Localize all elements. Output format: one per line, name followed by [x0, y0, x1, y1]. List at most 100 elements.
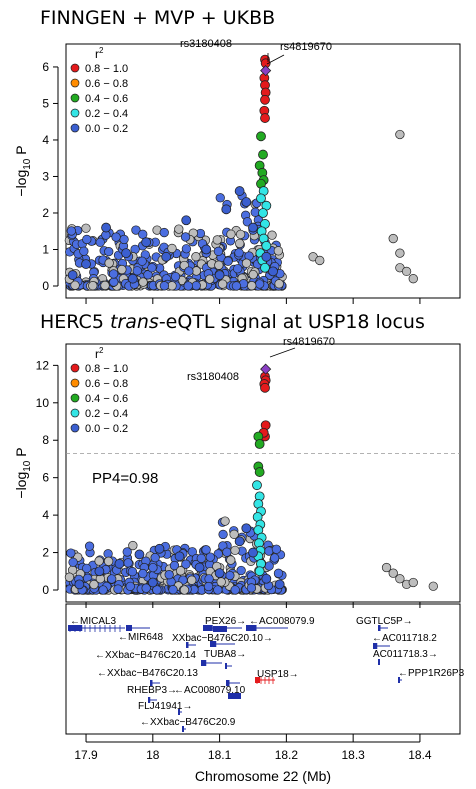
panel1-point-cloud	[64, 129, 418, 291]
gene-exon	[150, 680, 153, 686]
background-point	[70, 280, 80, 290]
background-point	[100, 280, 110, 291]
gene-exon	[246, 625, 257, 631]
background-point	[159, 227, 169, 238]
legend-title-text: r	[95, 347, 99, 361]
background-point	[315, 255, 325, 266]
data-point	[274, 579, 285, 590]
background-point	[68, 557, 78, 567]
background-point	[226, 229, 236, 239]
legend-swatch	[70, 423, 80, 433]
gene-exon	[373, 643, 378, 649]
background-point	[98, 585, 108, 595]
legend-title-sup: 2	[99, 346, 104, 355]
background-point	[79, 246, 89, 256]
legend-swatch	[70, 78, 80, 88]
background-point	[229, 529, 239, 539]
data-point	[214, 568, 225, 579]
gene-label: PEX26→	[205, 616, 246, 627]
x-tick-label: 18	[146, 748, 160, 762]
panel1-index-snp-label: rs4819670	[280, 41, 332, 53]
data-point	[161, 251, 172, 262]
background-point	[201, 545, 211, 555]
data-point	[258, 149, 268, 160]
x-axis-label: Chromosome 22 (Mb)	[195, 768, 331, 784]
data-point	[256, 193, 266, 204]
data-point	[181, 215, 192, 226]
background-point	[181, 244, 192, 254]
y-tick-label: 10	[36, 396, 50, 410]
gene-exon	[213, 626, 227, 632]
data-point	[127, 273, 138, 284]
y-tick-label: 2	[42, 546, 49, 560]
data-point	[261, 573, 272, 584]
panel2-frame	[65, 343, 461, 603]
panel1-y-axis: 0 1 2 3 4 5 6	[42, 60, 59, 293]
background-point	[66, 226, 77, 236]
panel2-lead-snp-label: rs3180408	[187, 371, 239, 383]
gene-label: ←XXbac−B476C20.14	[95, 650, 196, 661]
background-point	[204, 574, 214, 584]
background-point	[205, 274, 215, 284]
x-tick-label: 18.2	[275, 748, 299, 762]
background-point	[213, 246, 224, 256]
background-point	[147, 263, 157, 273]
background-point	[169, 560, 180, 571]
background-point	[127, 567, 138, 577]
index-snp-point	[260, 363, 272, 375]
background-point	[89, 579, 99, 590]
background-point	[232, 264, 243, 274]
gene-label: RHEBP3→	[127, 685, 177, 696]
data-point	[260, 113, 270, 123]
data-point	[254, 467, 265, 477]
panel2-title-italic: trans	[109, 311, 159, 333]
background-point	[247, 281, 257, 291]
gene-label: ←MICAL3	[70, 616, 117, 627]
x-axis: 17.9 18 18.1 18.2 18.3 18.4	[74, 298, 432, 762]
background-point	[248, 269, 258, 280]
background-point	[234, 248, 244, 258]
background-point	[132, 266, 142, 276]
panel1-lead-snp-label: rs3180408	[180, 38, 232, 50]
data-point	[114, 558, 125, 569]
gene-exon	[178, 709, 180, 715]
data-point	[252, 480, 262, 491]
gene-label: ←AC008079.9	[249, 616, 315, 627]
background-point	[191, 252, 201, 262]
data-point	[261, 251, 272, 262]
data-point	[234, 186, 245, 196]
y-tick-label: 5	[42, 96, 49, 110]
background-point	[81, 223, 91, 233]
panel1-index-pointer	[266, 54, 285, 65]
background-point	[212, 235, 222, 245]
panel1-frame	[65, 43, 461, 299]
data-point	[147, 577, 158, 588]
background-point	[174, 224, 184, 234]
background-point	[273, 246, 284, 256]
gene-label: ←XXbac−B476C20.13	[97, 668, 198, 679]
background-point	[264, 546, 274, 556]
background-point	[164, 570, 174, 580]
panel2-y-label: −log10 P	[13, 447, 33, 498]
background-point	[141, 583, 151, 593]
background-point	[167, 243, 177, 254]
background-point	[271, 544, 282, 554]
legend-title: r2	[95, 46, 104, 61]
data-point	[241, 197, 252, 207]
background-point	[150, 553, 160, 563]
legend-swatch	[70, 408, 80, 418]
data-point	[261, 240, 272, 251]
background-point	[181, 559, 191, 569]
background-point	[196, 553, 206, 563]
gene-exon	[398, 677, 400, 683]
legend-swatch	[70, 378, 80, 388]
panel2-index-snp-label: rs4819670	[283, 336, 335, 348]
gene-label: USP18→	[257, 669, 299, 680]
gene-label: ←PPP1R26P3	[398, 668, 465, 679]
background-point	[84, 541, 95, 551]
legend-title-sup: 2	[99, 46, 104, 55]
data-point	[241, 523, 252, 534]
panel2-index-pointer	[269, 347, 296, 358]
background-point	[215, 193, 225, 203]
